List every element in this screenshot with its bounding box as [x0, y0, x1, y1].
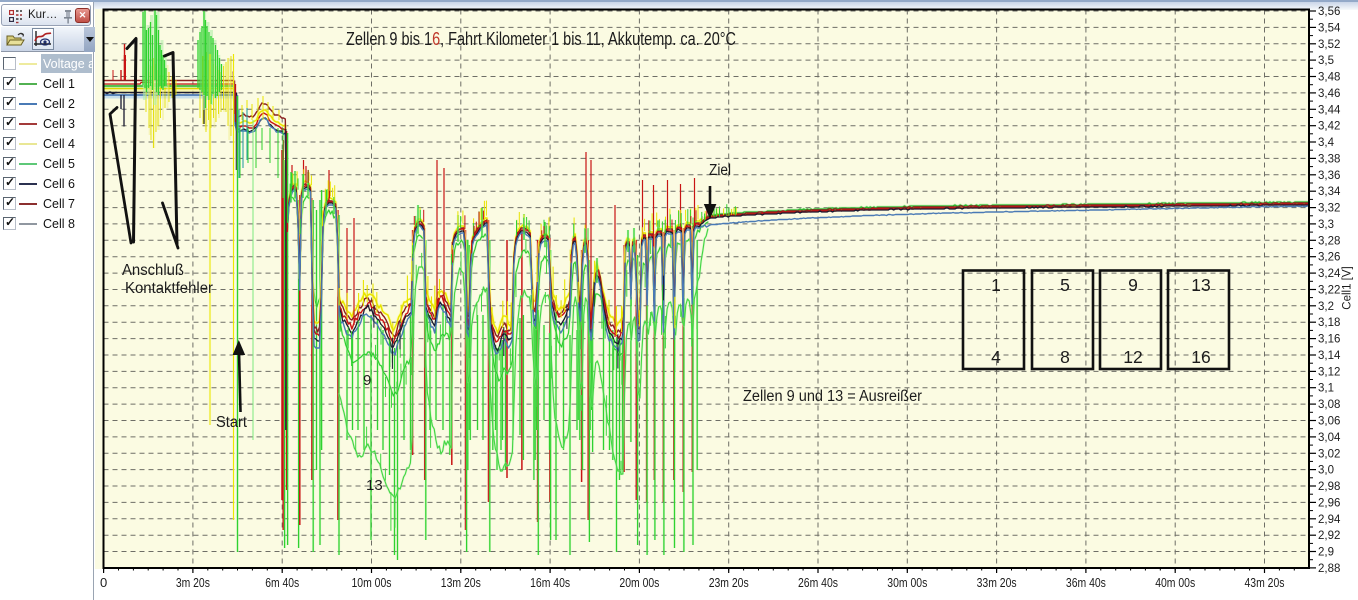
svg-text:Zellen 9 und 13 = Ausreißer: Zellen 9 und 13 = Ausreißer: [743, 388, 922, 405]
svg-text:3,0: 3,0: [1318, 465, 1334, 477]
svg-text:3,02: 3,02: [1318, 448, 1340, 460]
svg-text:13m 20s: 13m 20s: [441, 575, 481, 590]
svg-text:2,98: 2,98: [1318, 481, 1340, 493]
svg-text:20m 00s: 20m 00s: [619, 575, 659, 590]
svg-text:3,06: 3,06: [1318, 416, 1340, 428]
svg-text:3,22: 3,22: [1318, 285, 1340, 297]
svg-text:13: 13: [366, 477, 383, 494]
svg-text:3,44: 3,44: [1318, 104, 1341, 116]
svg-text:3,38: 3,38: [1318, 153, 1340, 165]
svg-text:3,56: 3,56: [1318, 6, 1340, 18]
svg-text:30m 00s: 30m 00s: [887, 575, 927, 590]
svg-text:8: 8: [1060, 347, 1070, 367]
svg-text:6m 40s: 6m 40s: [265, 575, 299, 590]
svg-text:3,1: 3,1: [1318, 383, 1334, 395]
svg-text:16: 16: [1191, 347, 1210, 367]
svg-text:10m 00s: 10m 00s: [352, 575, 392, 590]
svg-text:5: 5: [1060, 275, 1070, 295]
svg-text:40m 00s: 40m 00s: [1155, 575, 1195, 590]
svg-text:3,18: 3,18: [1318, 317, 1340, 329]
svg-text:3,24: 3,24: [1318, 268, 1341, 280]
svg-text:4: 4: [991, 347, 1001, 367]
svg-text:Anschluß: Anschluß: [122, 262, 184, 279]
svg-text:3,5: 3,5: [1318, 55, 1334, 67]
svg-text:12: 12: [1123, 347, 1142, 367]
svg-text:3,52: 3,52: [1318, 39, 1340, 51]
svg-text:2,88: 2,88: [1318, 563, 1340, 575]
svg-text:3,48: 3,48: [1318, 72, 1340, 84]
svg-text:2,94: 2,94: [1318, 514, 1341, 526]
svg-text:3,16: 3,16: [1318, 334, 1340, 346]
svg-text:16m 40s: 16m 40s: [530, 575, 570, 590]
svg-text:0: 0: [100, 575, 107, 590]
svg-text:3,08: 3,08: [1318, 399, 1340, 411]
svg-text:1: 1: [991, 275, 1001, 295]
svg-text:43m 20s: 43m 20s: [1245, 575, 1285, 590]
svg-text:2,92: 2,92: [1318, 530, 1340, 542]
svg-text:Cell1 [V]: Cell1 [V]: [1342, 266, 1354, 309]
svg-text:2,9: 2,9: [1318, 547, 1334, 559]
svg-text:13: 13: [1191, 275, 1210, 295]
svg-text:3,2: 3,2: [1318, 301, 1334, 313]
svg-text:Start: Start: [216, 414, 248, 431]
svg-text:Ziel: Ziel: [709, 162, 731, 179]
svg-text:3,4: 3,4: [1318, 137, 1335, 149]
svg-text:3,28: 3,28: [1318, 235, 1340, 247]
svg-text:36m 40s: 36m 40s: [1066, 575, 1106, 590]
svg-text:3,26: 3,26: [1318, 252, 1340, 264]
svg-text:3,12: 3,12: [1318, 366, 1340, 378]
svg-text:3m 20s: 3m 20s: [176, 575, 210, 590]
svg-text:9: 9: [1128, 275, 1138, 295]
svg-text:3,14: 3,14: [1318, 350, 1341, 362]
svg-text:3,36: 3,36: [1318, 170, 1340, 182]
svg-text:Kontaktfehler: Kontaktfehler: [125, 280, 213, 297]
svg-text:3,54: 3,54: [1318, 22, 1341, 34]
svg-text:3,46: 3,46: [1318, 88, 1340, 100]
svg-text:33m 20s: 33m 20s: [977, 575, 1017, 590]
svg-text:3,34: 3,34: [1318, 186, 1341, 198]
svg-text:Zellen 9 bis 16, Fahrt Kilomet: Zellen 9 bis 16, Fahrt Kilometer 1 bis 1…: [346, 28, 736, 49]
svg-text:3,3: 3,3: [1318, 219, 1334, 231]
svg-text:3,32: 3,32: [1318, 203, 1340, 215]
svg-text:2,96: 2,96: [1318, 497, 1340, 509]
svg-text:3,42: 3,42: [1318, 121, 1340, 133]
svg-text:26m 40s: 26m 40s: [798, 575, 838, 590]
svg-text:9: 9: [363, 372, 371, 389]
svg-text:3,04: 3,04: [1318, 432, 1341, 444]
svg-text:23m 20s: 23m 20s: [709, 575, 749, 590]
